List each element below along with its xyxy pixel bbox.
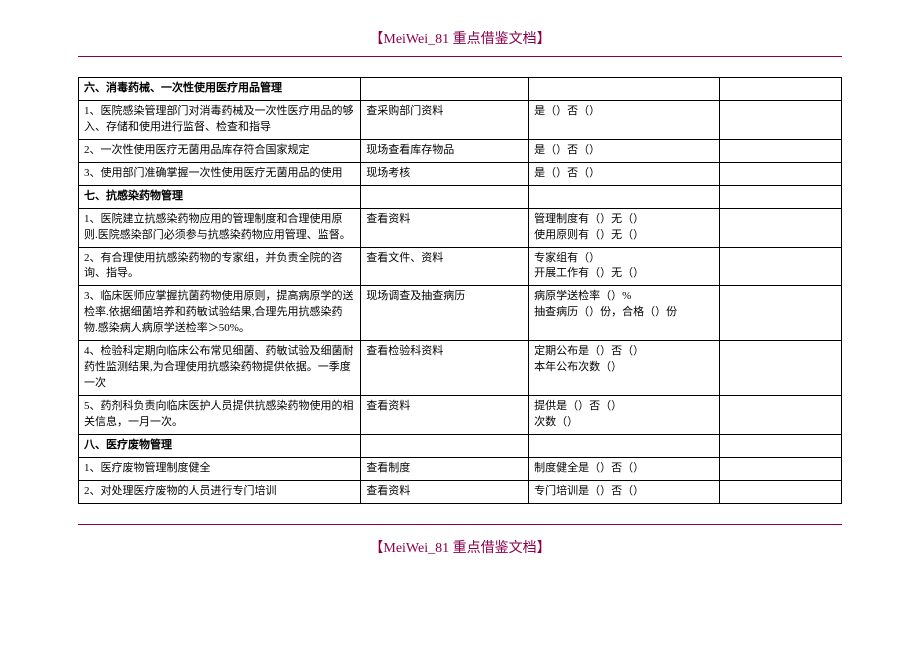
section-title-cell: 六、消毒药械、一次性使用医疗用品管理 bbox=[79, 78, 361, 101]
table-row: 2、有合理使用抗感染药物的专家组，并负责全院的咨询、指导。查看文件、资料专家组有… bbox=[79, 247, 842, 286]
table-row: 1、医疗废物管理制度健全查看制度制度健全是（）否（） bbox=[79, 457, 842, 480]
table-row: 2、对处理医疗废物的人员进行专门培训查看资料专门培训是（）否（） bbox=[79, 480, 842, 503]
result-cell: 定期公布是（）否（）本年公布次数（） bbox=[529, 341, 720, 396]
item-cell: 5、药剂科负责向临床医护人员提供抗感染药物使用的相关信息，一月一次。 bbox=[79, 396, 361, 435]
item-cell: 2、对处理医疗废物的人员进行专门培训 bbox=[79, 480, 361, 503]
main-table: 六、消毒药械、一次性使用医疗用品管理1、医院感染管理部门对消毒药械及一次性医疗用… bbox=[78, 77, 842, 504]
remark-cell bbox=[719, 480, 841, 503]
method-cell: 现场调查及抽查病历 bbox=[361, 286, 529, 341]
section-title-cell: 八、医疗废物管理 bbox=[79, 434, 361, 457]
table-row: 3、使用部门准确掌握一次性使用医疗无菌用品的使用现场考核是（）否（） bbox=[79, 162, 842, 185]
empty-cell bbox=[361, 185, 529, 208]
remark-cell bbox=[719, 208, 841, 247]
method-cell: 查采购部门资料 bbox=[361, 100, 529, 139]
empty-cell bbox=[529, 434, 720, 457]
item-cell: 1、医院建立抗感染药物应用的管理制度和合理使用原则.医院感染部门必须参与抗感染药… bbox=[79, 208, 361, 247]
item-cell: 4、检验科定期向临床公布常见细菌、药敏试验及细菌耐药性监测结果,为合理使用抗感染… bbox=[79, 341, 361, 396]
remark-cell bbox=[719, 162, 841, 185]
remark-cell bbox=[719, 396, 841, 435]
result-cell: 是（）否（） bbox=[529, 100, 720, 139]
method-cell: 现场考核 bbox=[361, 162, 529, 185]
section-header-row: 七、抗感染药物管理 bbox=[79, 185, 842, 208]
table-row: 2、一次性使用医疗无菌用品库存符合国家规定现场查看库存物品是（）否（） bbox=[79, 139, 842, 162]
item-cell: 2、有合理使用抗感染药物的专家组，并负责全院的咨询、指导。 bbox=[79, 247, 361, 286]
result-cell: 管理制度有（）无（）使用原则有（）无（） bbox=[529, 208, 720, 247]
method-cell: 现场查看库存物品 bbox=[361, 139, 529, 162]
table-row: 4、检验科定期向临床公布常见细菌、药敏试验及细菌耐药性监测结果,为合理使用抗感染… bbox=[79, 341, 842, 396]
table-row: 1、医院感染管理部门对消毒药械及一次性医疗用品的够入、存储和使用进行监督、检查和… bbox=[79, 100, 842, 139]
empty-cell bbox=[719, 185, 841, 208]
empty-cell bbox=[361, 78, 529, 101]
item-cell: 1、医疗废物管理制度健全 bbox=[79, 457, 361, 480]
remark-cell bbox=[719, 341, 841, 396]
table-container: 六、消毒药械、一次性使用医疗用品管理1、医院感染管理部门对消毒药械及一次性医疗用… bbox=[0, 57, 920, 504]
result-cell: 提供是（）否（）次数（） bbox=[529, 396, 720, 435]
result-cell: 专门培训是（）否（） bbox=[529, 480, 720, 503]
remark-cell bbox=[719, 457, 841, 480]
method-cell: 查看资料 bbox=[361, 208, 529, 247]
section-header-row: 六、消毒药械、一次性使用医疗用品管理 bbox=[79, 78, 842, 101]
empty-cell bbox=[719, 78, 841, 101]
footer-text: 【MeiWei_81 重点借鉴文档】 bbox=[369, 541, 550, 556]
item-cell: 1、医院感染管理部门对消毒药械及一次性医疗用品的够入、存储和使用进行监督、检查和… bbox=[79, 100, 361, 139]
method-cell: 查看资料 bbox=[361, 396, 529, 435]
section-title-cell: 七、抗感染药物管理 bbox=[79, 185, 361, 208]
remark-cell bbox=[719, 247, 841, 286]
table-row: 1、医院建立抗感染药物应用的管理制度和合理使用原则.医院感染部门必须参与抗感染药… bbox=[79, 208, 842, 247]
result-cell: 制度健全是（）否（） bbox=[529, 457, 720, 480]
remark-cell bbox=[719, 100, 841, 139]
method-cell: 查看检验科资料 bbox=[361, 341, 529, 396]
remark-cell bbox=[719, 139, 841, 162]
remark-cell bbox=[719, 286, 841, 341]
result-cell: 是（）否（） bbox=[529, 139, 720, 162]
empty-cell bbox=[361, 434, 529, 457]
empty-cell bbox=[529, 185, 720, 208]
section-header-row: 八、医疗废物管理 bbox=[79, 434, 842, 457]
page-footer: 【MeiWei_81 重点借鉴文档】 bbox=[0, 525, 920, 569]
item-cell: 3、使用部门准确掌握一次性使用医疗无菌用品的使用 bbox=[79, 162, 361, 185]
item-cell: 2、一次性使用医疗无菌用品库存符合国家规定 bbox=[79, 139, 361, 162]
header-text: 【MeiWei_81 重点借鉴文档】 bbox=[369, 32, 550, 47]
table-row: 3、临床医师应掌握抗菌药物使用原则，提高病原学的送检率.依据细菌培养和药敏试验结… bbox=[79, 286, 842, 341]
method-cell: 查看资料 bbox=[361, 480, 529, 503]
empty-cell bbox=[719, 434, 841, 457]
page-header: 【MeiWei_81 重点借鉴文档】 bbox=[0, 0, 920, 56]
result-cell: 专家组有（）开展工作有（）无（） bbox=[529, 247, 720, 286]
result-cell: 是（）否（） bbox=[529, 162, 720, 185]
empty-cell bbox=[529, 78, 720, 101]
table-row: 5、药剂科负责向临床医护人员提供抗感染药物使用的相关信息，一月一次。查看资料提供… bbox=[79, 396, 842, 435]
result-cell: 病原学送检率（）%抽查病历（）份，合格（）份 bbox=[529, 286, 720, 341]
item-cell: 3、临床医师应掌握抗菌药物使用原则，提高病原学的送检率.依据细菌培养和药敏试验结… bbox=[79, 286, 361, 341]
method-cell: 查看文件、资料 bbox=[361, 247, 529, 286]
method-cell: 查看制度 bbox=[361, 457, 529, 480]
